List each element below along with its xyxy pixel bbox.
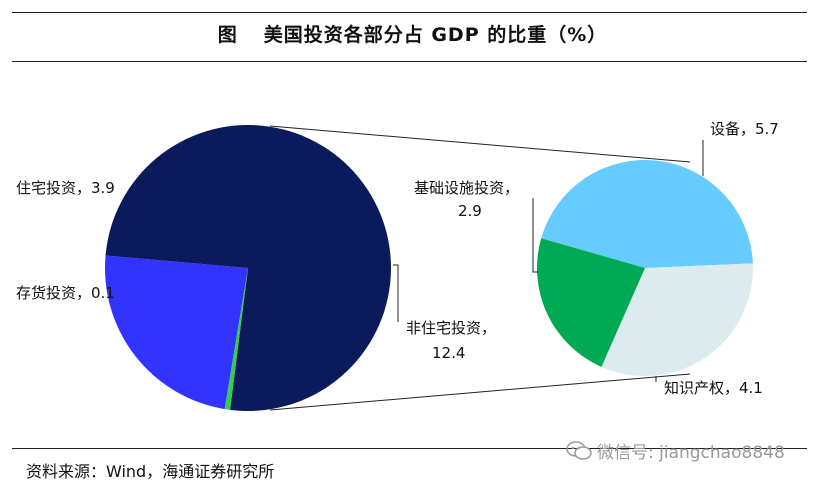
label-residential: 住宅投资，3.9 <box>16 179 115 197</box>
leader-infrastructure <box>532 198 538 273</box>
wechat-icon <box>566 440 592 460</box>
slice-nonresidential <box>105 124 391 411</box>
connector-lines <box>269 125 691 411</box>
top-rule <box>12 12 807 13</box>
source-note: 资料来源：Wind，海通证券研究所 <box>26 462 275 481</box>
slice-inventory <box>224 268 248 410</box>
slice-equipment <box>541 159 753 268</box>
slice-ip <box>601 263 753 376</box>
title-rule <box>12 61 807 62</box>
slice-residential <box>104 255 248 410</box>
slice-infrastructure <box>536 238 645 367</box>
watermark-text: 微信号: jiangchao8848 <box>597 443 785 463</box>
label-ip: 知识产权，4.1 <box>664 379 763 397</box>
label-nonresidential-value: 12.4 <box>432 344 465 362</box>
leader-lines <box>393 140 704 382</box>
label-inventory: 存货投资，0.1 <box>16 284 115 302</box>
connector-top <box>269 125 691 163</box>
label-nonresidential: 非住宅投资， <box>406 319 496 337</box>
watermark: 微信号: jiangchao8848 <box>565 438 785 463</box>
label-infrastructure: 基础设施投资， <box>414 179 519 197</box>
main-pie <box>104 124 391 411</box>
breakdown-pie <box>536 159 753 376</box>
label-equipment: 设备，5.7 <box>710 120 779 138</box>
bottom-rule <box>12 448 807 449</box>
label-infrastructure-value: 2.9 <box>458 202 482 220</box>
title-text: 美国投资各部分占 GDP 的比重（%） <box>263 24 608 46</box>
connector-bottom <box>269 373 691 411</box>
chart-title: 图 美国投资各部分占 GDP 的比重（%） <box>0 20 825 47</box>
title-prefix: 图 <box>217 24 238 46</box>
leader-nonresidential <box>393 264 399 322</box>
